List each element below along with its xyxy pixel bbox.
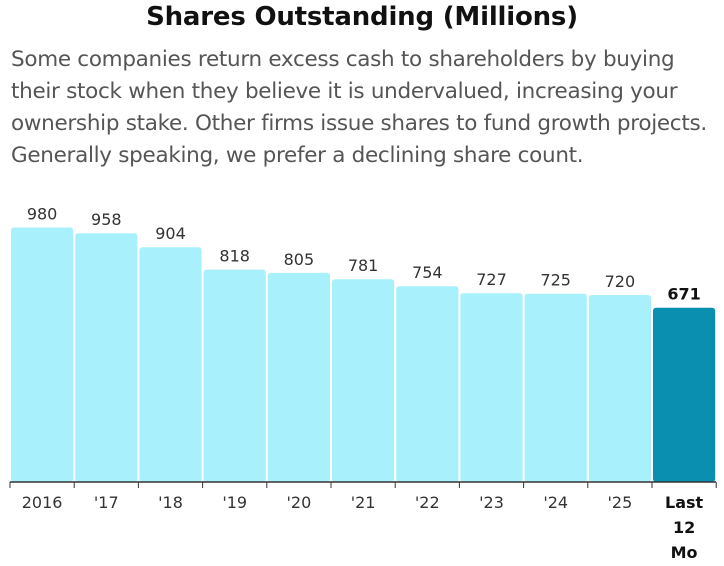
value-label-9: 720: [605, 272, 636, 291]
tick-label-line-6-0: '22: [415, 493, 440, 512]
bar-7: [460, 293, 523, 482]
value-label-10: 671: [667, 285, 700, 304]
bar-6: [396, 286, 459, 482]
tick-label-line-1-0: '17: [94, 493, 119, 512]
tick-label-line-3-0: '19: [222, 493, 247, 512]
value-label-8: 725: [540, 271, 571, 290]
tick-label-line-9-0: '25: [608, 493, 633, 512]
tick-label-line-5-0: '21: [351, 493, 376, 512]
value-label-4: 805: [284, 250, 315, 269]
bar-4: [267, 272, 330, 482]
value-label-1: 958: [91, 210, 122, 229]
tick-label-5: '21: [351, 493, 376, 512]
tick-label-7: '23: [479, 493, 504, 512]
tick-label-9: '25: [608, 493, 633, 512]
bar-0: [11, 227, 74, 482]
value-label-3: 818: [219, 247, 250, 266]
tick-labels-group: 2016 '17 '18 '19 '20 '21 '22 '23 '24 '25 Last 12 Mo: [22, 493, 704, 562]
tick-label-line-4-0: '20: [287, 493, 312, 512]
tick-label-line-2-0: '18: [158, 493, 183, 512]
chart-subtitle: Some companies return excess cash to sha…: [11, 47, 707, 168]
bars-group: [11, 227, 716, 482]
tick-label-8: '24: [543, 493, 568, 512]
tick-label-0: 2016: [22, 493, 63, 512]
tick-label-3: '19: [222, 493, 247, 512]
bar-10: [653, 307, 716, 482]
tick-label-line-10-1: 12: [673, 518, 695, 537]
bar-1: [75, 233, 138, 482]
value-label-2: 904: [155, 224, 186, 243]
tick-label-6: '22: [415, 493, 440, 512]
value-label-7: 727: [476, 270, 507, 289]
tick-label-4: '20: [287, 493, 312, 512]
chart-title: Shares Outstanding (Millions): [146, 2, 578, 32]
value-label-6: 754: [412, 263, 443, 282]
value-labels-group: 980 958 904 818 805 781 754 727 725 720 671: [27, 205, 701, 304]
tick-label-1: '17: [94, 493, 119, 512]
bar-8: [524, 293, 587, 482]
tick-label-10: Last 12 Mo: [665, 493, 704, 562]
tick-label-line-10-2: Mo: [671, 543, 698, 562]
tick-label-2: '18: [158, 493, 183, 512]
tick-marks-group: [9, 482, 717, 488]
value-label-5: 781: [348, 256, 379, 275]
bar-5: [332, 279, 395, 482]
tick-label-line-7-0: '23: [479, 493, 504, 512]
tick-label-line-0-0: 2016: [22, 493, 63, 512]
tick-label-line-8-0: '24: [543, 493, 568, 512]
value-label-0: 980: [27, 205, 58, 224]
bar-2: [139, 247, 202, 482]
tick-label-line-10-0: Last: [665, 493, 704, 512]
bar-9: [588, 295, 651, 482]
bar-3: [203, 269, 266, 482]
